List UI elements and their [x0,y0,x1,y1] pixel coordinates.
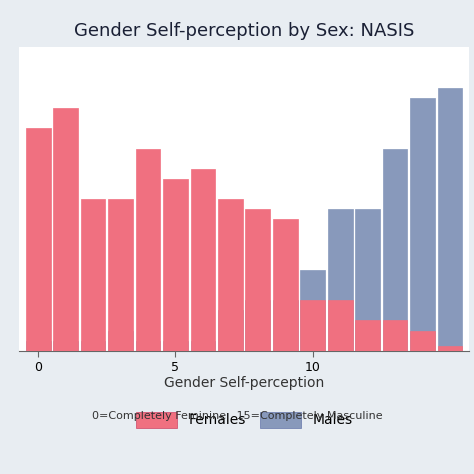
Bar [273,219,298,351]
Bar [383,320,408,351]
Bar [53,108,78,351]
Bar [246,209,270,351]
Bar [53,341,78,351]
Bar [163,341,188,351]
Title: Gender Self-perception by Sex: NASIS: Gender Self-perception by Sex: NASIS [74,22,414,40]
Text: 0=Completely Feminine   15=Completely Masculine: 0=Completely Feminine 15=Completely Masc… [91,411,383,421]
Bar [328,209,353,351]
Bar [136,341,160,351]
Bar [383,148,408,351]
Bar [246,300,270,351]
Bar [438,88,463,351]
Bar [108,199,133,351]
Bar [81,199,105,351]
Bar [438,346,463,351]
X-axis label: Gender Self-perception: Gender Self-perception [164,375,324,390]
Bar [108,330,133,351]
Bar [410,98,435,351]
Bar [218,199,243,351]
Bar [356,320,380,351]
Bar [191,169,215,351]
Bar [26,128,51,351]
Legend: Females, Males: Females, Males [129,405,359,435]
Bar [163,179,188,351]
Bar [410,330,435,351]
Bar [301,270,325,351]
Bar [273,300,298,351]
Bar [301,300,325,351]
Bar [26,341,51,351]
Bar [328,300,353,351]
Bar [191,341,215,351]
Bar [356,209,380,351]
Bar [81,341,105,351]
Bar [136,148,160,351]
Bar [218,310,243,351]
